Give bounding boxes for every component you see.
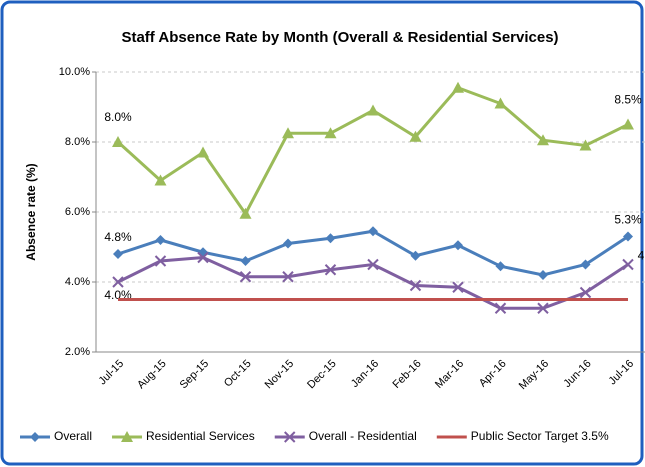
- marker: [113, 249, 123, 259]
- marker: [240, 256, 251, 266]
- marker: [495, 261, 506, 272]
- y-tick-label: 4.0%: [65, 276, 90, 288]
- marker: [154, 255, 167, 267]
- legend-label: Overall: [54, 429, 92, 443]
- marker: [283, 238, 293, 249]
- marker: [197, 251, 209, 264]
- legend-label: Residential Services: [146, 429, 255, 443]
- series: 4.8% 5.3%: [104, 213, 642, 280]
- data-label: 5.3%: [614, 213, 642, 227]
- marker: [325, 233, 336, 244]
- marker: [282, 127, 294, 139]
- marker: [538, 270, 548, 280]
- series: 8.0% 8.5%: [104, 81, 642, 219]
- marker: [409, 279, 422, 292]
- y-axis-label: Absence rate (%): [24, 163, 38, 260]
- marker: [239, 271, 252, 283]
- data-label: 8.5%: [614, 93, 642, 107]
- series: 4.0%4.5: [104, 249, 645, 314]
- marker: [537, 302, 549, 314]
- marker: [282, 271, 294, 283]
- y-tick-label: 2.0%: [65, 346, 90, 358]
- chart-title: Staff Absence Rate by Month (Overall & R…: [121, 29, 558, 46]
- legend-label: Public Sector Target 3.5%: [471, 429, 609, 443]
- data-label: 8.0%: [104, 110, 132, 124]
- y-tick-label: 10.0%: [59, 66, 90, 78]
- marker: [622, 258, 634, 271]
- marker: [239, 207, 252, 219]
- marker: [580, 259, 591, 270]
- marker: [284, 431, 296, 443]
- marker: [121, 431, 134, 442]
- y-tick-label: 6.0%: [65, 206, 90, 218]
- marker: [112, 276, 124, 288]
- marker: [579, 139, 592, 151]
- legend-label: Overall - Residential: [309, 429, 417, 443]
- marker: [155, 235, 166, 245]
- marker: [367, 258, 379, 271]
- data-label: 4.8%: [104, 230, 132, 244]
- marker: [494, 97, 507, 109]
- y-tick-label: 8.0%: [65, 136, 90, 148]
- marker: [324, 264, 337, 276]
- data-label: 4.5: [638, 249, 645, 263]
- marker: [324, 127, 337, 139]
- marker: [367, 104, 379, 116]
- marker: [197, 146, 209, 158]
- marker: [622, 118, 634, 130]
- marker: [368, 226, 378, 237]
- marker: [154, 174, 167, 186]
- marker: [537, 134, 549, 146]
- marker: [623, 231, 633, 242]
- marker: [452, 281, 464, 293]
- marker: [410, 250, 421, 261]
- marker: [452, 81, 464, 93]
- marker: [494, 302, 507, 314]
- marker: [112, 136, 124, 147]
- marker: [30, 432, 40, 442]
- marker: [409, 130, 422, 142]
- marker: [453, 240, 463, 251]
- marker: [579, 286, 592, 299]
